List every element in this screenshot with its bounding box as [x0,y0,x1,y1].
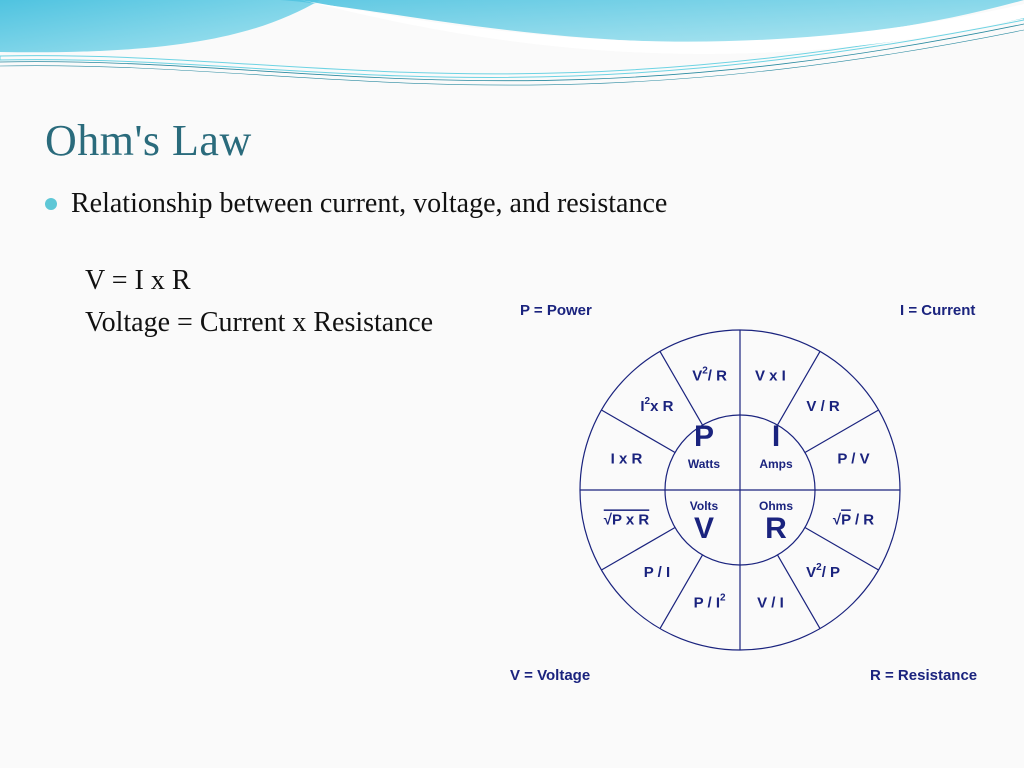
bullet-icon [45,198,57,210]
wheel-segment-label: P / I2 [694,592,726,611]
wheel-segment-label: V / R [806,398,840,415]
wheel-segment-label: V / I [757,594,784,611]
corner-label-power: P = Power [520,302,592,319]
corner-label-voltage: V = Voltage [510,667,590,684]
corner-label-resistance: R = Resistance [870,667,977,684]
center-letter: P [694,420,714,453]
center-unit: Amps [759,457,793,471]
wheel-segment-label: √P / R [833,511,874,528]
center-letter: V [694,512,714,545]
wheel-segment-label: V2/ P [806,562,840,581]
wheel-segment-label: V2/ R [692,365,727,384]
bullet-text: Relationship between current, voltage, a… [71,188,667,220]
center-unit: Ohms [759,499,793,513]
wheel-segment-label: V x I [755,367,786,384]
bullet-row: Relationship between current, voltage, a… [45,188,994,220]
wheel-segment-label: I x R [611,451,643,468]
center-unit: Volts [690,499,719,513]
wheel-segment-label: √P x R [604,511,650,528]
slide-title: Ohm's Law [45,115,994,166]
corner-label-current: I = Current [900,302,975,319]
center-letter: I [772,420,780,453]
wheel-segment-label: P / V [837,451,869,468]
center-unit: Watts [688,457,721,471]
wheel-segment-label: I2x R [640,396,673,415]
wheel-segment-label: P / I [644,564,670,581]
ohms-law-wheel: P Watts I Amps VVolts ROhms V x I V2/ R I2x R I x… [480,280,1000,700]
center-letter: R [765,512,787,545]
